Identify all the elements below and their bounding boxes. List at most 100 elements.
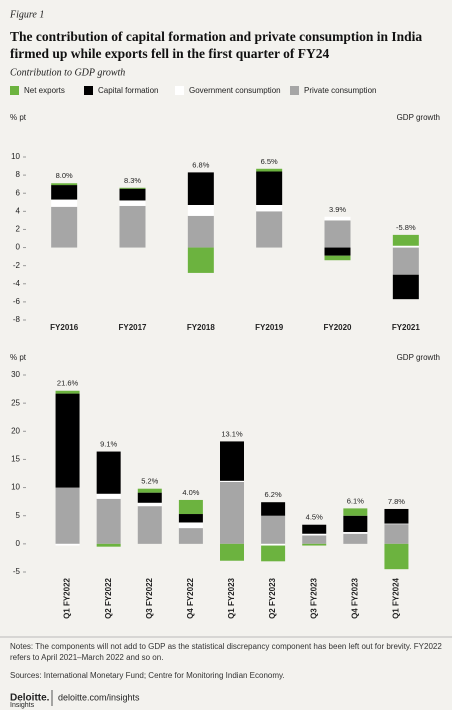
- x-tick-label: Q1 FY2023: [227, 577, 236, 618]
- bar-segment: [343, 508, 368, 516]
- bar-segment: [256, 204, 283, 212]
- bar-segment: [178, 514, 203, 523]
- y-tick-label: 10: [11, 152, 20, 161]
- bar-segment: [302, 533, 327, 536]
- growth-label: 6.5%: [261, 157, 278, 166]
- bar-segment: [51, 206, 78, 248]
- x-tick-label: Q4 FY2022: [186, 577, 195, 618]
- bar-segment: [187, 204, 214, 216]
- bar-segment: [343, 533, 368, 544]
- bar-segment: [137, 492, 162, 503]
- bar-segment: [96, 451, 121, 494]
- growth-legend: GDP growth: [397, 353, 440, 362]
- growth-label: 6.1%: [347, 496, 364, 505]
- bar-segment: [302, 543, 327, 546]
- x-tick-label: FY2018: [187, 323, 216, 332]
- x-tick-label: Q3 FY2022: [145, 577, 154, 618]
- bar-segment: [256, 168, 283, 172]
- growth-label: 7.8%: [388, 497, 405, 506]
- legend-swatch: [10, 86, 19, 95]
- growth-label: 9.1%: [100, 440, 117, 449]
- bar-segment: [302, 524, 327, 534]
- x-tick-label: FY2017: [118, 323, 147, 332]
- x-tick-label: FY2016: [50, 323, 79, 332]
- legend-swatch: [290, 86, 299, 95]
- bar-segment: [261, 515, 286, 544]
- x-tick-label: FY2019: [255, 323, 284, 332]
- y-tick-label: 5: [16, 511, 21, 520]
- figure-label: Figure 1: [9, 9, 44, 20]
- growth-label: 4.0%: [182, 488, 199, 497]
- x-tick-label: FY2021: [392, 323, 421, 332]
- subtitle: Contribution to GDP growth: [10, 67, 125, 78]
- y-tick-label: -8: [13, 315, 21, 324]
- y-axis-label: % pt: [10, 113, 27, 122]
- bar-segment: [324, 255, 351, 261]
- bar-segment: [256, 171, 283, 205]
- growth-label: 5.2%: [141, 477, 158, 486]
- bar-segment: [96, 493, 121, 499]
- growth-legend: GDP growth: [397, 113, 440, 122]
- bar-segment: [119, 187, 146, 189]
- x-tick-label: FY2020: [323, 323, 352, 332]
- brand: Deloitte.: [10, 693, 50, 704]
- growth-label: 13.1%: [221, 429, 243, 438]
- bar-segment: [384, 524, 409, 544]
- bar-segment: [302, 535, 327, 544]
- y-tick-label: 25: [11, 398, 20, 407]
- y-tick-label: -6: [13, 297, 21, 306]
- y-tick-label: -2: [13, 261, 21, 270]
- x-tick-label: Q1 FY2024: [392, 577, 401, 618]
- bar-segment: [392, 234, 419, 246]
- bar-segment: [51, 183, 78, 186]
- legend-label: Capital formation: [98, 86, 158, 95]
- bar-segment: [187, 172, 214, 205]
- bar-segment: [392, 247, 419, 275]
- bar-segment: [55, 487, 80, 544]
- bar-segment: [55, 390, 80, 394]
- bar-segment: [384, 508, 409, 524]
- y-tick-label: -5: [13, 567, 21, 576]
- y-tick-label: -4: [13, 279, 21, 288]
- bar-segment: [392, 245, 419, 248]
- bar-segment: [220, 481, 244, 544]
- x-tick-label: Q2 FY2023: [268, 577, 277, 618]
- legend-swatch: [84, 86, 93, 95]
- bar-segment: [384, 543, 409, 570]
- url: deloitte.com/insights: [58, 692, 140, 702]
- x-tick-label: Q4 FY2023: [350, 577, 359, 618]
- bar-segment: [343, 532, 368, 534]
- y-tick-label: 10: [11, 483, 20, 492]
- y-tick-label: 2: [16, 225, 21, 234]
- y-tick-label: 0: [16, 243, 21, 252]
- bar-segment: [324, 216, 351, 221]
- bar-segment: [51, 199, 78, 207]
- bar-segment: [343, 515, 368, 533]
- y-tick-label: 8: [16, 170, 21, 179]
- y-tick-label: 15: [11, 455, 20, 464]
- bar-segment: [137, 488, 162, 493]
- growth-label: 6.8%: [192, 160, 209, 169]
- y-axis-label: % pt: [10, 353, 27, 362]
- title: The contribution of capital formation an…: [10, 29, 423, 61]
- bar-segment: [178, 499, 203, 515]
- bar-segment: [96, 498, 121, 544]
- legend-label: Private consumption: [304, 86, 376, 95]
- growth-label: 3.9%: [329, 205, 346, 214]
- bar-segment: [119, 205, 146, 248]
- growth-label: -5.8%: [396, 223, 416, 232]
- bar-segment: [178, 528, 203, 544]
- growth-label: 8.3%: [124, 176, 141, 185]
- bar-segment: [261, 502, 286, 516]
- bar-segment: [51, 185, 78, 200]
- x-tick-label: Q3 FY2023: [309, 577, 318, 618]
- bar-segment: [384, 523, 409, 525]
- bar-segment: [96, 543, 121, 547]
- legend-label: Net exports: [24, 86, 65, 95]
- bar-segment: [220, 480, 244, 482]
- y-tick-label: 20: [11, 426, 20, 435]
- bar-segment: [55, 393, 80, 488]
- bar-segment: [324, 247, 351, 256]
- y-tick-label: 6: [16, 188, 21, 197]
